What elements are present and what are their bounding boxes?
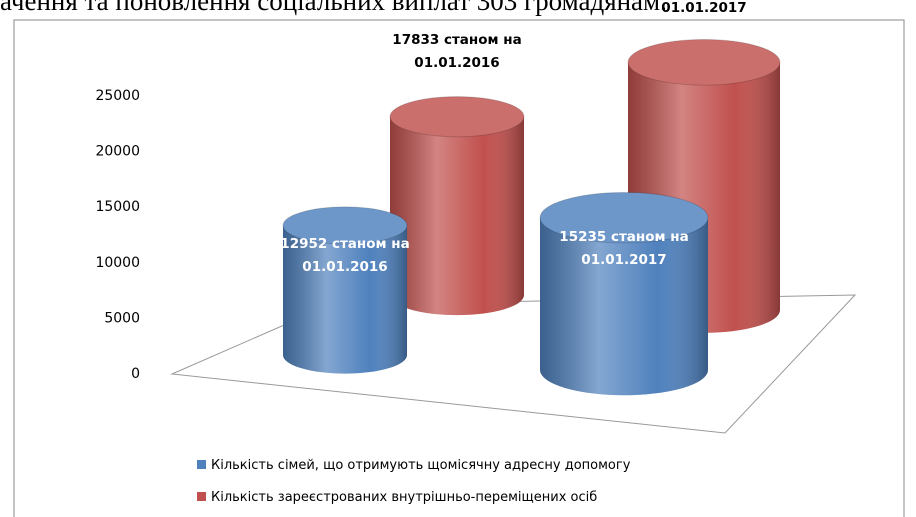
y-tick-label: 20000 [95,144,140,160]
data-label: 15235 станом на 01.01.2017 [559,228,689,268]
cylinder-shade [283,225,407,374]
data-label: 24766 станом на 01.01.2017 [661,0,747,17]
legend-swatch [197,492,206,501]
data-label: 12952 станом на 01.01.2016 [280,236,410,276]
legend-entry: Кількість сімей, що отримують щомісячну … [197,458,630,473]
cylinder [282,206,408,374]
cylinder-top [390,96,524,137]
chart-frame [13,19,905,517]
y-tick-label: 15000 [95,199,140,215]
header-text: ачення та поновлення соціальних виплат 3… [0,0,667,16]
cylinder-shade [540,217,708,396]
y-tick-label: 0 [131,366,140,382]
y-tick-label: 5000 [104,310,140,326]
cylinder [539,191,709,396]
legend-label: Кількість зареєстрованих внутрішньо-пере… [211,490,598,505]
cylinder-top-light [627,39,781,86]
cylinder-top-light [539,191,709,244]
legend-swatch [197,460,206,469]
cylinder-top [283,206,407,245]
cylinder-top [540,192,708,243]
y-tick-label: 25000 [95,88,140,104]
legend-label: Кількість сімей, що отримують щомісячну … [211,458,631,473]
data-label: 17833 станом на 01.01.2016 [392,31,522,71]
cylinder-top-light [389,96,525,138]
cylinder-top [628,39,780,86]
cylinder-shade [390,116,524,316]
y-tick-label: 10000 [95,255,140,271]
legend-entry: Кількість зареєстрованих внутрішньо-пере… [197,490,597,505]
cylinder-top-light [282,206,408,245]
cylinder [389,96,525,316]
